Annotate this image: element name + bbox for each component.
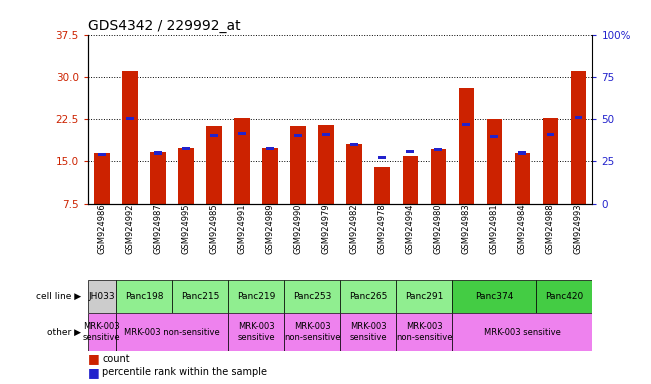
Text: GSM924991: GSM924991 (238, 204, 247, 254)
Text: GSM924988: GSM924988 (546, 204, 555, 254)
Bar (122, 71, 137, 204)
Text: ■: ■ (88, 366, 100, 379)
Text: GSM924987: GSM924987 (154, 204, 163, 254)
Bar (228, 313, 284, 351)
Bar (346, 144, 362, 204)
Text: MRK-003
sensitive: MRK-003 sensitive (237, 323, 275, 342)
Bar (571, 71, 586, 204)
Text: Panc420: Panc420 (546, 292, 583, 301)
Bar (396, 313, 452, 351)
Bar (116, 313, 228, 351)
Bar (374, 167, 390, 204)
Bar (284, 313, 340, 351)
Bar (518, 151, 526, 154)
Text: GSM924984: GSM924984 (518, 204, 527, 254)
Text: MRK-003
non-sensitive: MRK-003 non-sensitive (396, 323, 452, 342)
Bar (116, 280, 172, 313)
Text: Panc374: Panc374 (475, 292, 514, 301)
Text: GSM924978: GSM924978 (378, 204, 387, 254)
Text: Panc215: Panc215 (181, 292, 219, 301)
Bar (94, 153, 109, 204)
Bar (575, 116, 582, 119)
Bar (340, 313, 396, 351)
Bar (266, 147, 274, 150)
Bar (172, 280, 228, 313)
Text: GSM924992: GSM924992 (126, 204, 134, 254)
Bar (284, 280, 340, 313)
Text: GSM924994: GSM924994 (406, 204, 415, 254)
Bar (178, 148, 194, 204)
Text: GSM924993: GSM924993 (574, 204, 583, 254)
Bar (262, 148, 278, 204)
Text: GSM924979: GSM924979 (322, 204, 331, 254)
Text: MRK-003
non-sensitive: MRK-003 non-sensitive (284, 323, 340, 342)
Text: GSM924983: GSM924983 (462, 204, 471, 254)
Text: ■: ■ (88, 353, 100, 366)
Text: GSM924981: GSM924981 (490, 204, 499, 254)
Bar (318, 125, 334, 204)
Bar (88, 313, 116, 351)
Text: MRK-003
sensitive: MRK-003 sensitive (350, 323, 387, 342)
Text: MRK-003 non-sensitive: MRK-003 non-sensitive (124, 328, 220, 337)
Bar (396, 280, 452, 313)
Bar (234, 119, 250, 204)
Text: GDS4342 / 229992_at: GDS4342 / 229992_at (88, 19, 240, 33)
Text: MRK-003
sensitive: MRK-003 sensitive (83, 323, 120, 342)
Bar (462, 123, 470, 126)
Bar (350, 143, 358, 146)
Text: Panc253: Panc253 (293, 292, 331, 301)
Bar (434, 148, 442, 151)
Bar (543, 118, 558, 204)
Bar (378, 156, 386, 159)
Text: percentile rank within the sample: percentile rank within the sample (102, 367, 267, 377)
Text: other ▶: other ▶ (48, 328, 81, 337)
Text: GSM924990: GSM924990 (294, 204, 303, 254)
Text: GSM924982: GSM924982 (350, 204, 359, 254)
Bar (486, 119, 502, 204)
Bar (206, 126, 222, 204)
Bar (238, 132, 246, 135)
Text: JH033: JH033 (89, 292, 115, 301)
Bar (490, 134, 498, 137)
Text: GSM924985: GSM924985 (210, 204, 219, 254)
Bar (290, 126, 306, 204)
Bar (322, 133, 330, 136)
Bar (294, 134, 302, 137)
Bar (88, 280, 116, 313)
Text: Panc198: Panc198 (125, 292, 163, 301)
Bar (340, 280, 396, 313)
Bar (458, 88, 474, 204)
Bar (182, 147, 190, 150)
Text: Panc219: Panc219 (237, 292, 275, 301)
Bar (150, 152, 165, 204)
Bar (210, 134, 218, 137)
Text: Panc265: Panc265 (349, 292, 387, 301)
Bar (452, 313, 592, 351)
Text: cell line ▶: cell line ▶ (36, 292, 81, 301)
Bar (452, 280, 536, 313)
Text: Panc291: Panc291 (405, 292, 443, 301)
Bar (515, 153, 530, 204)
Text: count: count (102, 354, 130, 364)
Bar (98, 153, 105, 156)
Text: MRK-003 sensitive: MRK-003 sensitive (484, 328, 561, 337)
Bar (546, 133, 554, 136)
Bar (228, 280, 284, 313)
Bar (536, 280, 592, 313)
Text: GSM924986: GSM924986 (98, 204, 106, 254)
Bar (154, 151, 162, 154)
Bar (126, 116, 134, 119)
Bar (430, 149, 446, 204)
Bar (406, 150, 414, 153)
Text: GSM924980: GSM924980 (434, 204, 443, 254)
Bar (402, 156, 418, 204)
Text: GSM924989: GSM924989 (266, 204, 275, 254)
Text: GSM924995: GSM924995 (182, 204, 191, 254)
